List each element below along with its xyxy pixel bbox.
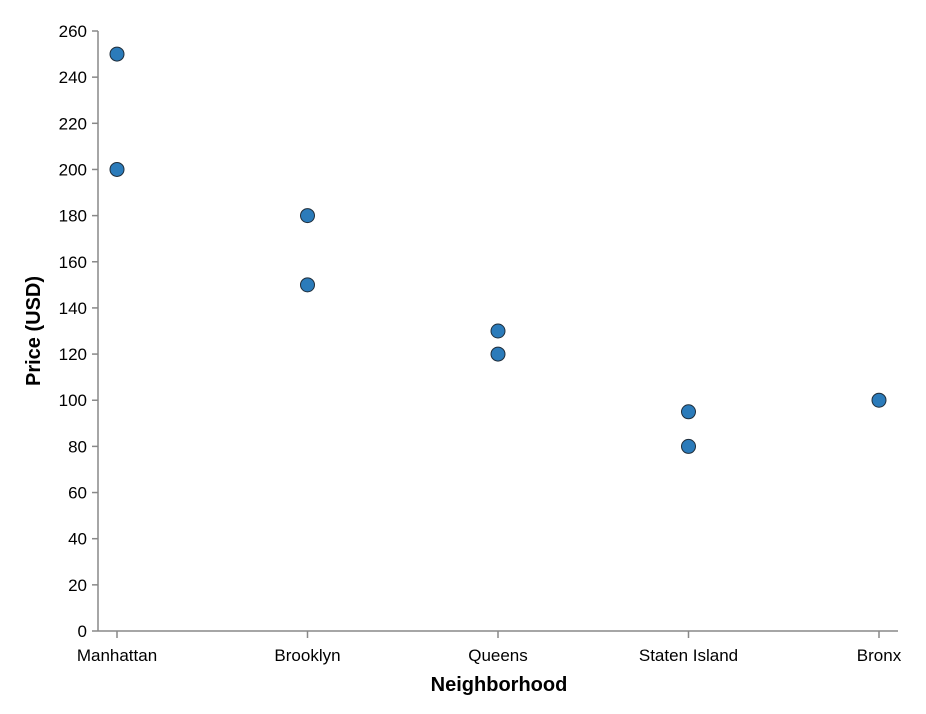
y-tick-label: 40 — [68, 530, 87, 549]
y-tick-label: 120 — [59, 345, 87, 364]
x-tick-label: Brooklyn — [274, 646, 340, 665]
y-tick-label: 220 — [59, 114, 87, 133]
y-tick-label: 240 — [59, 68, 87, 87]
x-axis: Manhattan Brooklyn Queens Staten Island Bron… — [77, 630, 902, 665]
y-tick-label: 60 — [68, 484, 87, 503]
data-point — [300, 277, 315, 293]
data-point — [109, 161, 125, 177]
y-tick-label: 200 — [59, 160, 87, 179]
y-tick-label: 0 — [78, 622, 87, 641]
y-tick-label: 80 — [68, 437, 87, 456]
y-tick-label: 20 — [68, 576, 87, 595]
data-point — [300, 208, 315, 224]
x-axis-title: Neighborhood — [431, 674, 568, 696]
y-tick-label: 180 — [59, 207, 87, 226]
data-point — [490, 323, 506, 339]
x-tick-label: Manhattan — [77, 646, 157, 665]
data-point — [681, 404, 696, 420]
y-axis-title: Price (USD) — [23, 276, 45, 386]
data-point — [681, 438, 696, 454]
data-points — [109, 46, 887, 454]
y-tick-label: 100 — [59, 391, 87, 410]
y-tick-label: 140 — [59, 299, 87, 318]
y-tick-label: 260 — [59, 22, 87, 41]
data-point — [871, 392, 887, 408]
x-tick-label: Staten Island — [639, 646, 738, 665]
x-tick-label: Queens — [468, 646, 528, 665]
y-tick-label: 160 — [59, 253, 87, 272]
x-tick-label: Bronx — [857, 646, 902, 665]
data-point — [490, 346, 506, 362]
y-axis: 0 20 40 60 80 100 120 140 160 180 200 220 240 260 — [59, 22, 99, 641]
data-point — [109, 46, 125, 62]
